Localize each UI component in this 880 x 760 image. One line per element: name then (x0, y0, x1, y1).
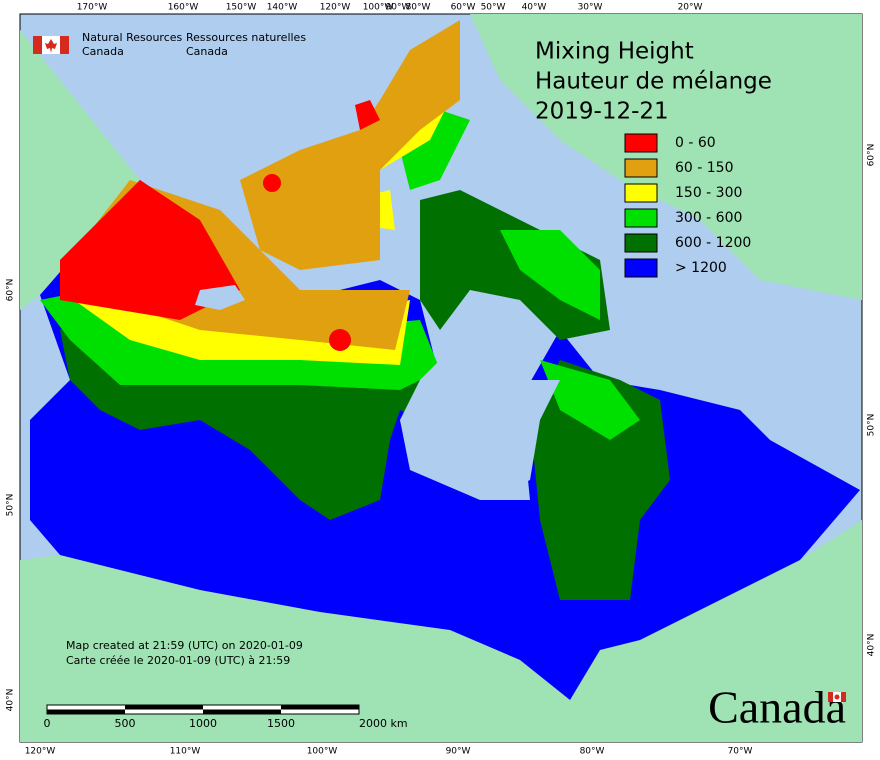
footer: Carte créée le 2020-01-09 (UTC) à 21:59 (66, 654, 290, 667)
agency-fr: Canada (186, 45, 228, 58)
legend-swatch (624, 133, 658, 153)
agency-en: Canada (82, 45, 124, 58)
lon-label: 30°W (578, 3, 603, 13)
scale-label: 500 (115, 717, 136, 730)
lon-label: 160°W (168, 3, 199, 13)
footer: Map created at 21:59 (UTC) on 2020-01-09 (66, 639, 303, 652)
legend-swatch (624, 258, 658, 278)
lon-label: 90°W (386, 3, 411, 13)
land (20, 14, 862, 742)
labels: Natural Resources Canada Ressources natu… (33, 31, 846, 733)
lon-label: 100°W (363, 3, 394, 13)
lat-label: 60°N (6, 279, 16, 302)
lat-label: 50°N (6, 494, 16, 517)
region (329, 329, 351, 351)
legend-label: 60 - 150 (675, 160, 734, 176)
wordmark: Canada (708, 682, 846, 733)
legend-label: > 1200 (675, 260, 727, 276)
lon-label: 70°W (728, 747, 753, 757)
scale-label: 2000 km (359, 717, 408, 730)
lon-label: 150°W (226, 3, 257, 13)
lon-label: 110°W (170, 747, 201, 757)
legend-swatch (624, 158, 658, 178)
flag-bar (60, 36, 69, 54)
scale-seg (125, 705, 203, 710)
lat-label: 50°N (867, 414, 877, 437)
lake (195, 285, 245, 310)
lon-label: 120°W (25, 747, 56, 757)
lat-label: 60°N (867, 144, 877, 167)
alaska (20, 30, 140, 310)
agency-en: Natural Resources (82, 31, 183, 44)
region (355, 100, 380, 130)
legend-swatch (624, 233, 658, 253)
maple-leaf (45, 39, 57, 53)
region (240, 20, 460, 270)
usa (20, 520, 862, 742)
lon-label: 80°W (580, 747, 605, 757)
lon-label: 170°W (77, 3, 108, 13)
flag-bar (828, 692, 833, 702)
lon-label: 50°W (481, 3, 506, 13)
lon-label: 120°W (320, 3, 351, 13)
scale-label: 0 (44, 717, 51, 730)
lon-label: 140°W (267, 3, 298, 13)
legend-label: 0 - 60 (675, 135, 716, 151)
agency-fr: Ressources naturelles (186, 31, 306, 44)
lon-label: 40°W (522, 3, 547, 13)
lon-label: 80°W (406, 3, 431, 13)
scale-label: 1500 (267, 717, 295, 730)
scale-seg (281, 705, 359, 710)
maple-leaf (834, 694, 840, 700)
legend-swatch (624, 208, 658, 228)
region (420, 190, 610, 340)
lon-label: 20°W (678, 3, 703, 13)
legend-label: 150 - 300 (675, 185, 742, 201)
legend-swatch (624, 183, 658, 203)
lon-label: 60°W (451, 3, 476, 13)
title: 2019-12-21 (535, 99, 669, 125)
region (60, 180, 240, 320)
scale-seg (47, 709, 125, 714)
lat-label: 40°N (6, 689, 16, 712)
legend-label: 300 - 600 (675, 210, 742, 226)
lat-label: 40°N (867, 634, 877, 657)
lon-label: 100°W (307, 747, 338, 757)
hudson-bay (400, 360, 560, 495)
scale-label: 1000 (189, 717, 217, 730)
title: Mixing Height (535, 39, 694, 65)
legend-label: 600 - 1200 (675, 235, 751, 251)
flag-bar (841, 692, 846, 702)
region (263, 174, 281, 192)
lon-label: 90°W (446, 747, 471, 757)
scale-seg (203, 709, 281, 714)
flag-bar (33, 36, 42, 54)
title: Hauteur de mélange (535, 69, 772, 95)
greenland (470, 14, 862, 300)
